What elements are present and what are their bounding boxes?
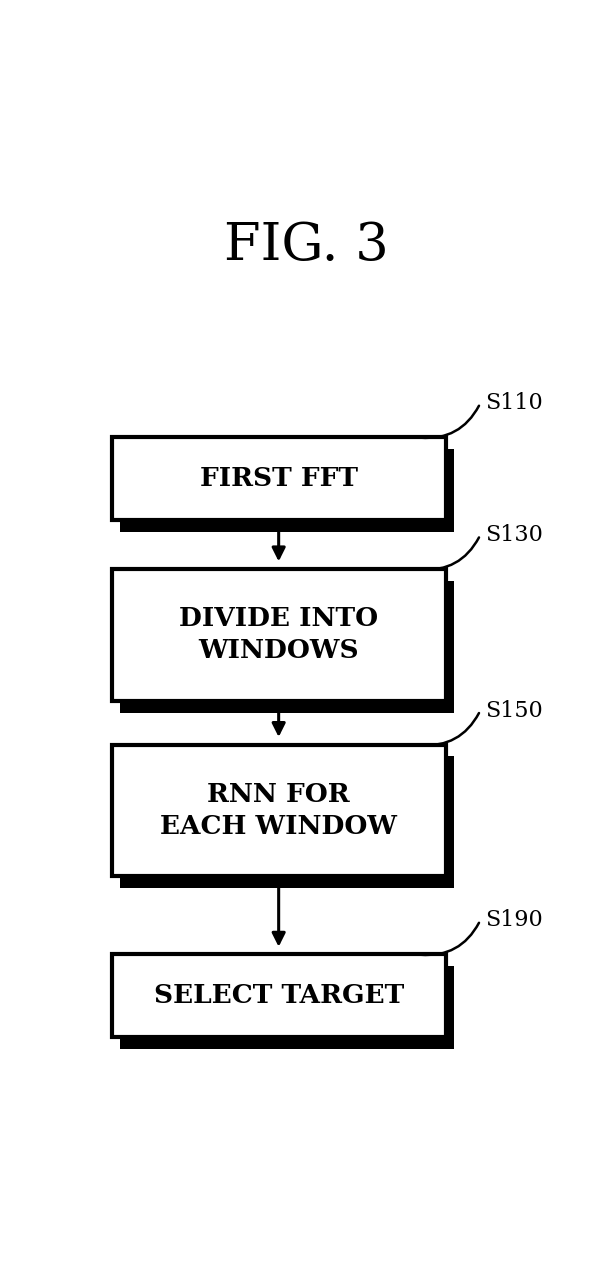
Bar (120, 967, 454, 1049)
Bar (120, 756, 454, 888)
Bar (112, 569, 446, 701)
Text: FIRST FFT: FIRST FFT (200, 466, 358, 492)
Text: RNN FOR
EACH WINDOW: RNN FOR EACH WINDOW (160, 782, 397, 839)
Text: S150: S150 (485, 699, 542, 722)
Bar (120, 580, 454, 712)
Bar (112, 954, 446, 1038)
Text: SELECT TARGET: SELECT TARGET (154, 983, 404, 1009)
Text: FIG. 3: FIG. 3 (224, 220, 389, 271)
Text: DIVIDE INTO
WINDOWS: DIVIDE INTO WINDOWS (179, 607, 378, 664)
Text: S190: S190 (485, 910, 542, 931)
Text: S110: S110 (485, 393, 542, 414)
Bar (120, 449, 454, 532)
Bar (112, 437, 446, 521)
Bar (112, 745, 446, 877)
Text: S130: S130 (485, 525, 543, 546)
